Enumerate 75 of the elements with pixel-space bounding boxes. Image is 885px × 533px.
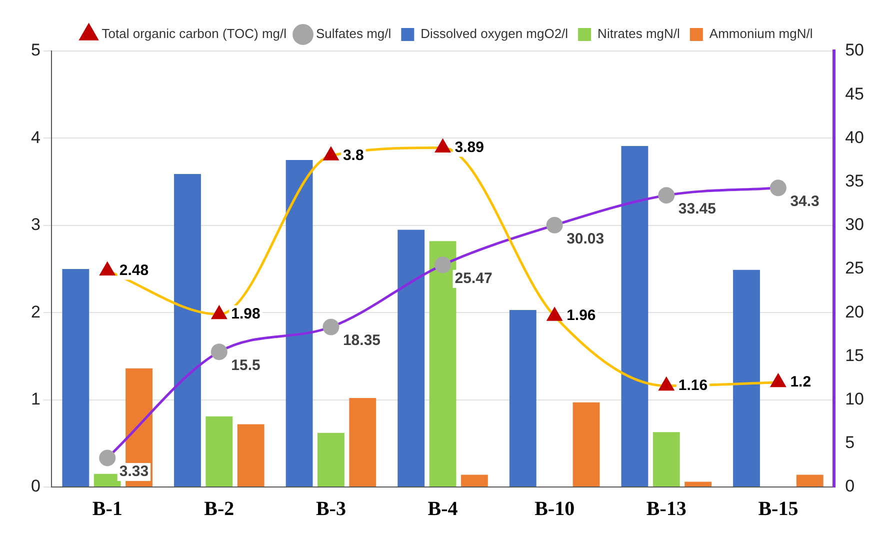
y2-tick-label: 0 [845,476,855,496]
data-label: 33.45 [678,200,716,218]
data-label: 18.35 [342,332,381,350]
y-tick-label: 1 [30,389,40,408]
x-tick-label: B-2 [204,498,234,520]
y2-tick-label: 10 [845,389,864,408]
legend-label: Total organic carbon (TOC) mg/l [102,26,287,42]
x-tick-label: B-15 [758,498,798,520]
point [546,216,563,234]
data-label: 1.2 [790,374,812,390]
bar [429,241,456,486]
point [99,450,116,466]
bar [509,310,536,486]
y-tick-label: 3 [30,215,40,234]
bar [94,474,121,486]
bar [398,230,425,486]
legend-label: Ammonium mgN/l [709,26,813,42]
y2-tick-label: 15 [845,346,864,365]
bar [684,482,712,486]
y-tick-label: 2 [30,302,40,322]
bar [62,269,90,486]
legend-label: Sulfates mg/l [316,26,392,42]
y2-tick-label: 20 [845,302,864,322]
point [212,306,226,320]
bar [733,270,760,486]
y2-tick-label: 30 [845,215,864,234]
data-label: 3.33 [119,463,149,480]
legend-label: Nitrates mgN/l [598,26,680,42]
data-label: 1.98 [231,305,260,322]
point [434,256,452,274]
bar [174,174,201,486]
point [658,187,675,204]
y-tick-label: 0 [30,476,40,496]
bar [206,416,233,486]
point [659,378,674,391]
point [770,180,786,196]
point [435,140,450,153]
bar [460,474,488,486]
y2-tick-label: 25 [845,258,864,278]
point [100,262,115,276]
bar [318,432,344,486]
x-tick-label: B-1 [92,498,122,520]
bar [572,402,600,486]
point [324,147,338,160]
data-label: 1.96 [566,307,596,324]
bar [796,474,824,486]
bar [349,398,376,486]
bar [652,432,680,486]
point [770,374,786,388]
point [322,318,340,336]
y2-tick-label: 5 [845,433,855,452]
y-tick-label: 4 [30,128,40,147]
data-label: 3.89 [454,138,484,156]
legend-label: Dissolved oxygen mgO2/l [420,26,568,42]
x-tick-label: B-4 [428,498,458,520]
data-label: 30.03 [566,230,604,248]
bar [237,424,264,486]
data-label: 3.8 [342,146,364,164]
data-label: 25.47 [454,270,492,288]
data-label: 2.48 [119,262,149,279]
y2-tick-label: 40 [845,128,864,147]
x-tick-label: B-3 [316,498,346,520]
bar [286,160,313,486]
point [547,308,562,321]
y2-tick-label: 35 [845,171,864,190]
y-tick-label: 5 [30,40,40,60]
data-label: 34.3 [790,193,820,210]
data-label: 15.5 [231,356,260,374]
y2-tick-label: 50 [845,40,864,60]
bar [621,146,648,486]
point [210,344,228,360]
data-label: 1.16 [678,376,708,394]
x-tick-label: B-13 [646,498,686,520]
x-tick-label: B-10 [534,498,575,520]
y2-tick-label: 45 [845,84,864,104]
